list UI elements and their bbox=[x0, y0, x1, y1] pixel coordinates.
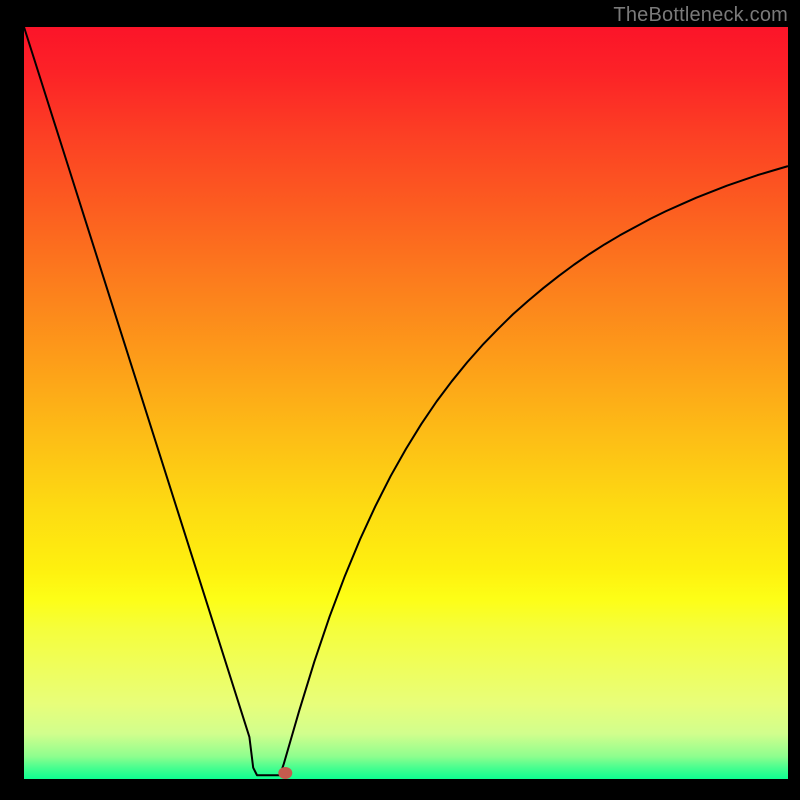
optimum-marker bbox=[278, 767, 292, 779]
chart-frame: TheBottleneck.com bbox=[0, 0, 800, 800]
plot-background bbox=[24, 27, 788, 779]
watermark-text: TheBottleneck.com bbox=[613, 4, 788, 27]
bottleneck-chart bbox=[0, 0, 800, 800]
